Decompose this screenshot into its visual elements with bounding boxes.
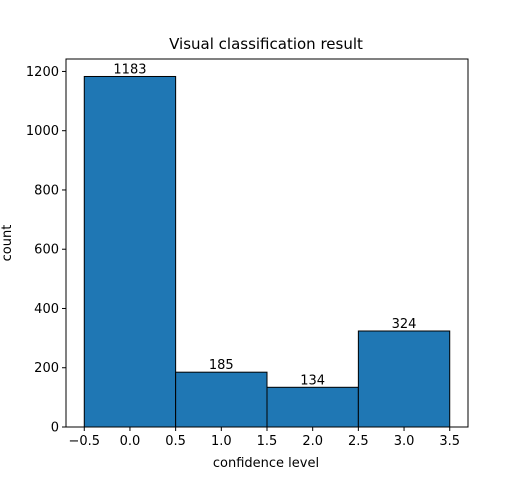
y-tick-label: 1000 bbox=[26, 124, 59, 139]
y-tick-label: 200 bbox=[34, 361, 59, 376]
bar-value-label: 185 bbox=[209, 358, 234, 373]
histogram-bar bbox=[357, 330, 451, 428]
histogram-bar bbox=[175, 371, 268, 428]
x-tick-label: 3.5 bbox=[439, 434, 460, 449]
y-axis: 0 200 400 600 800 1000 1200 bbox=[26, 65, 66, 436]
y-tick-label: 0 bbox=[51, 421, 59, 436]
bar-labels-layer: 1183 185 134 324 bbox=[113, 62, 416, 388]
y-tick-label: 1200 bbox=[26, 65, 59, 80]
chart-title: Visual classification result bbox=[169, 35, 363, 53]
y-tick-label: 400 bbox=[34, 302, 59, 317]
histogram-bar bbox=[266, 386, 359, 428]
x-axis: −0.5 0.0 0.5 1.0 1.5 2.0 2.5 3.0 3.5 bbox=[68, 427, 460, 449]
x-axis-label: confidence level bbox=[213, 456, 319, 471]
y-tick-label: 800 bbox=[34, 183, 59, 198]
x-tick-label: 2.5 bbox=[348, 434, 369, 449]
bar-value-label: 1183 bbox=[113, 62, 146, 77]
x-tick-label: 1.0 bbox=[211, 434, 232, 449]
x-tick-label: 2.0 bbox=[302, 434, 323, 449]
x-tick-label: 0.5 bbox=[165, 434, 186, 449]
bar-value-label: 134 bbox=[300, 373, 325, 388]
x-tick-label: 0.0 bbox=[120, 434, 141, 449]
bar-value-label: 324 bbox=[392, 317, 417, 332]
bars-layer bbox=[83, 75, 451, 428]
y-axis-label: count bbox=[0, 225, 15, 262]
x-tick-label: −0.5 bbox=[68, 434, 100, 449]
histogram-bar bbox=[83, 75, 177, 428]
x-tick-label: 1.5 bbox=[257, 434, 278, 449]
y-tick-label: 600 bbox=[34, 243, 59, 258]
x-tick-label: 3.0 bbox=[394, 434, 415, 449]
